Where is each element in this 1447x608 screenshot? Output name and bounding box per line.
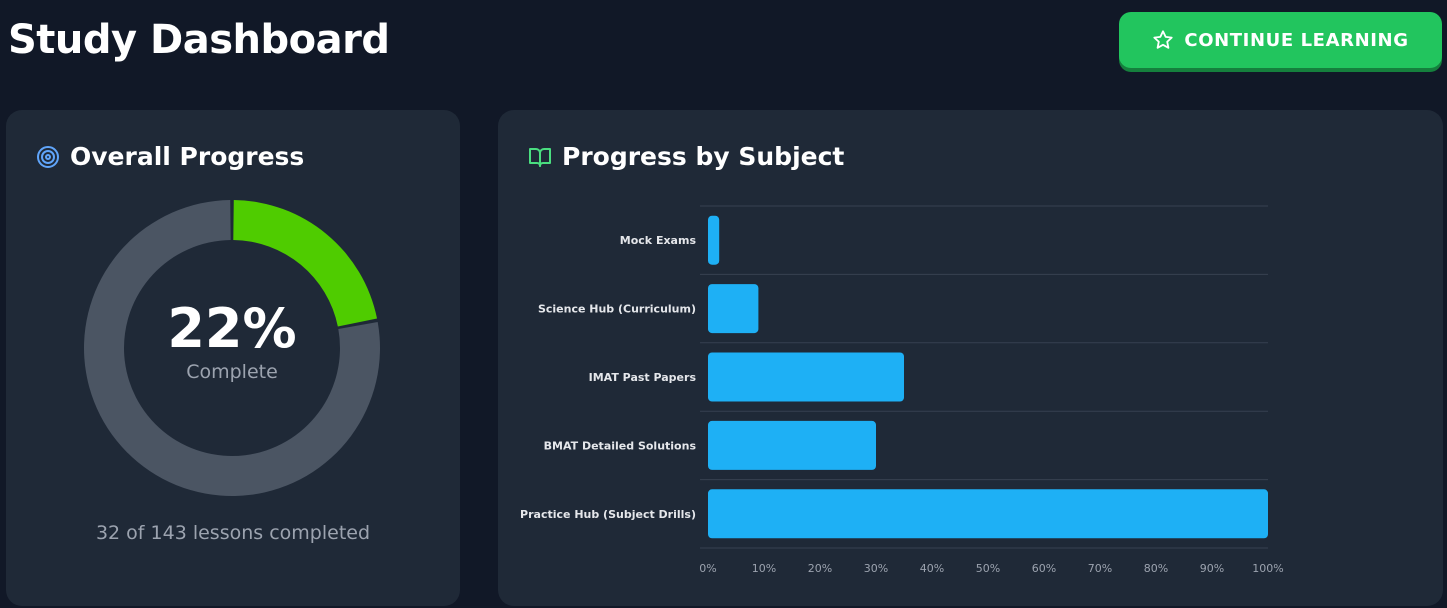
overall-progress-title: Overall Progress: [70, 142, 305, 171]
category-label: IMAT Past Papers: [589, 371, 697, 384]
overall-progress-header: Overall Progress: [36, 140, 304, 174]
x-tick-label: 20%: [808, 562, 832, 575]
x-tick-label: 100%: [1252, 562, 1283, 575]
progress-percent: 22%: [167, 297, 297, 360]
bar-1: [708, 284, 759, 334]
overall-progress-card: Overall Progress 22% Complete 32 of 143 …: [6, 110, 460, 606]
x-tick-label: 50%: [976, 562, 1000, 575]
star-icon: [1153, 30, 1174, 49]
subject-progress-card: Progress by Subject Mock Exams Science Hu…: [498, 110, 1443, 606]
subject-progress-title: Progress by Subject: [562, 142, 845, 171]
progress-donut: 22% Complete: [84, 200, 381, 497]
category-label: Mock Exams: [620, 234, 697, 247]
subject-progress-header: Progress by Subject: [528, 140, 844, 174]
x-tick-label: 30%: [864, 562, 888, 575]
x-tick-label: 80%: [1144, 562, 1168, 575]
category-label: Practice Hub (Subject Drills): [520, 508, 696, 521]
x-tick-label: 40%: [920, 562, 944, 575]
category-label: BMAT Detailed Solutions: [544, 439, 697, 452]
x-tick-label: 0%: [699, 562, 716, 575]
bar-0: [708, 215, 720, 265]
continue-learning-label: CONTINUE LEARNING: [1184, 29, 1409, 51]
donut-completed-segment: [233, 200, 378, 327]
target-icon: [37, 146, 59, 168]
subject-bar-chart: Mock Exams Science Hub (Curriculum) IMAT P…: [520, 205, 1284, 575]
page-title: Study Dashboard: [8, 17, 390, 63]
x-tick-label: 60%: [1032, 562, 1056, 575]
book-open-icon: [529, 148, 551, 167]
continue-learning-button[interactable]: CONTINUE LEARNING: [1119, 12, 1442, 68]
progress-complete-label: Complete: [186, 361, 278, 383]
x-tick-label: 70%: [1088, 562, 1112, 575]
x-tick-label: 90%: [1200, 562, 1224, 575]
x-tick-label: 10%: [752, 562, 776, 575]
bar-3: [708, 420, 876, 470]
bar-2: [708, 352, 904, 402]
bar-4: [708, 489, 1268, 539]
lessons-completed-text: 32 of 143 lessons completed: [95, 522, 371, 544]
category-label: Science Hub (Curriculum): [538, 303, 696, 316]
donut-center: 22% Complete: [84, 200, 380, 496]
